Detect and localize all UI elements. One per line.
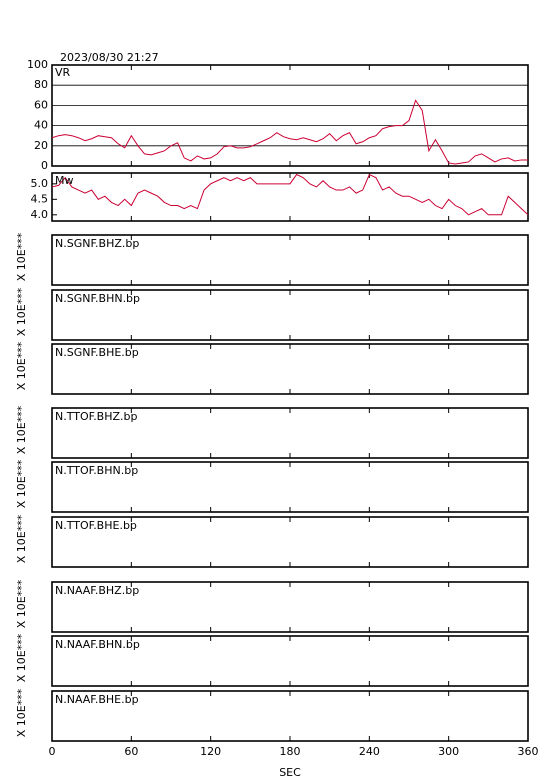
y-tick-label: 5.0 bbox=[31, 177, 49, 190]
y-tick-label: 100 bbox=[27, 58, 48, 71]
waveform-label: N.SGNF.BHN.bp bbox=[55, 292, 140, 305]
x-tick-label: 300 bbox=[438, 745, 459, 758]
data-line bbox=[51, 99, 528, 165]
x-tick-label: 60 bbox=[124, 745, 138, 758]
y-tick-label: 20 bbox=[34, 139, 48, 152]
x-axis-label: SEC bbox=[279, 766, 301, 779]
y-tick-label: 0 bbox=[41, 159, 48, 172]
panel-label: VR bbox=[55, 66, 71, 79]
y-tick-label: 4.5 bbox=[31, 192, 49, 205]
waveform-label: N.TTOF.BHN.bp bbox=[55, 464, 138, 477]
scale-label: X 10E*** bbox=[15, 633, 28, 682]
waveform-label: N.NAAF.BHZ.bp bbox=[55, 584, 139, 597]
waveform-label: N.SGNF.BHZ.bp bbox=[55, 237, 139, 250]
x-tick-label: 120 bbox=[200, 745, 221, 758]
y-tick-label: 60 bbox=[34, 98, 48, 111]
waveform-label: N.SGNF.BHE.bp bbox=[55, 346, 139, 359]
scale-label: X 10E*** bbox=[15, 287, 28, 336]
scale-label: X 10E*** bbox=[15, 579, 28, 628]
chart-frame bbox=[51, 64, 529, 167]
timestamp: 2023/08/30 21:27 bbox=[60, 51, 159, 64]
waveform-label: N.TTOF.BHE.bp bbox=[55, 519, 137, 532]
waveform-label: N.NAAF.BHN.bp bbox=[55, 638, 140, 651]
scale-label: X 10E*** bbox=[15, 341, 28, 390]
scale-label: X 10E*** bbox=[15, 459, 28, 508]
x-tick-label: 240 bbox=[359, 745, 380, 758]
x-tick-label: 180 bbox=[280, 745, 301, 758]
waveform-label: N.TTOF.BHZ.bp bbox=[55, 410, 138, 423]
waveform-label: N.NAAF.BHE.bp bbox=[55, 693, 139, 706]
data-line bbox=[51, 173, 529, 216]
y-tick-label: 4.0 bbox=[31, 208, 49, 221]
scale-label: X 10E*** bbox=[15, 232, 28, 281]
y-tick-label: 40 bbox=[34, 119, 48, 132]
scale-label: X 10E*** bbox=[15, 405, 28, 454]
scale-label: X 10E*** bbox=[15, 514, 28, 563]
x-tick-label: 0 bbox=[49, 745, 56, 758]
panel-label: Mw bbox=[55, 174, 74, 187]
x-tick-label: 360 bbox=[518, 745, 539, 758]
scale-label: X 10E*** bbox=[15, 688, 28, 737]
chart-frame bbox=[51, 172, 529, 222]
y-tick-label: 80 bbox=[34, 78, 48, 91]
